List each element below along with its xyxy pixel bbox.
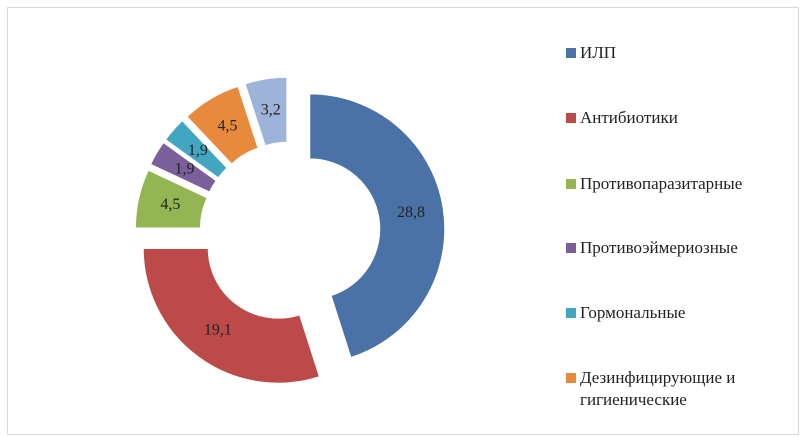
legend-label: Гормональные <box>580 303 686 322</box>
donut-segment <box>149 141 217 193</box>
donut-segment <box>164 119 228 179</box>
legend-item: Противоэймериозные <box>566 237 786 259</box>
legend-swatch <box>566 243 576 253</box>
data-label: 4,5 <box>160 196 180 213</box>
legend-item: Дезинфицирующие и гигиенические <box>566 367 786 411</box>
data-label: 28,8 <box>397 204 425 221</box>
donut-segment <box>134 169 208 229</box>
legend-label: Дезинфицирующие и гигиенические <box>580 368 736 409</box>
legend-item: ИЛП <box>566 42 786 64</box>
donut-segment <box>142 247 321 384</box>
legend-swatch <box>566 308 576 318</box>
legend-item: Гормональные <box>566 302 786 324</box>
legend-swatch <box>566 113 576 123</box>
chart-frame <box>7 7 799 435</box>
donut-segment <box>244 76 288 147</box>
data-label: 1,9 <box>175 160 195 177</box>
legend-swatch <box>566 179 576 189</box>
legend-label: ИЛП <box>580 43 617 62</box>
legend-label: Противопаразитарные <box>580 174 743 193</box>
data-label: 19,1 <box>204 322 232 339</box>
legend-swatch <box>566 373 576 383</box>
data-label: 1,9 <box>188 142 208 159</box>
data-label: 3,2 <box>261 102 281 119</box>
legend-label: Противоэймериозные <box>580 238 738 257</box>
donut-segment <box>186 85 259 165</box>
donut-segment <box>309 93 446 359</box>
legend-item: Антибиотики <box>566 107 786 129</box>
legend-item: Противопаразитарные <box>566 173 786 195</box>
legend-label: Антибиотики <box>580 108 678 127</box>
legend-swatch <box>566 48 576 58</box>
data-label: 4,5 <box>217 117 237 134</box>
